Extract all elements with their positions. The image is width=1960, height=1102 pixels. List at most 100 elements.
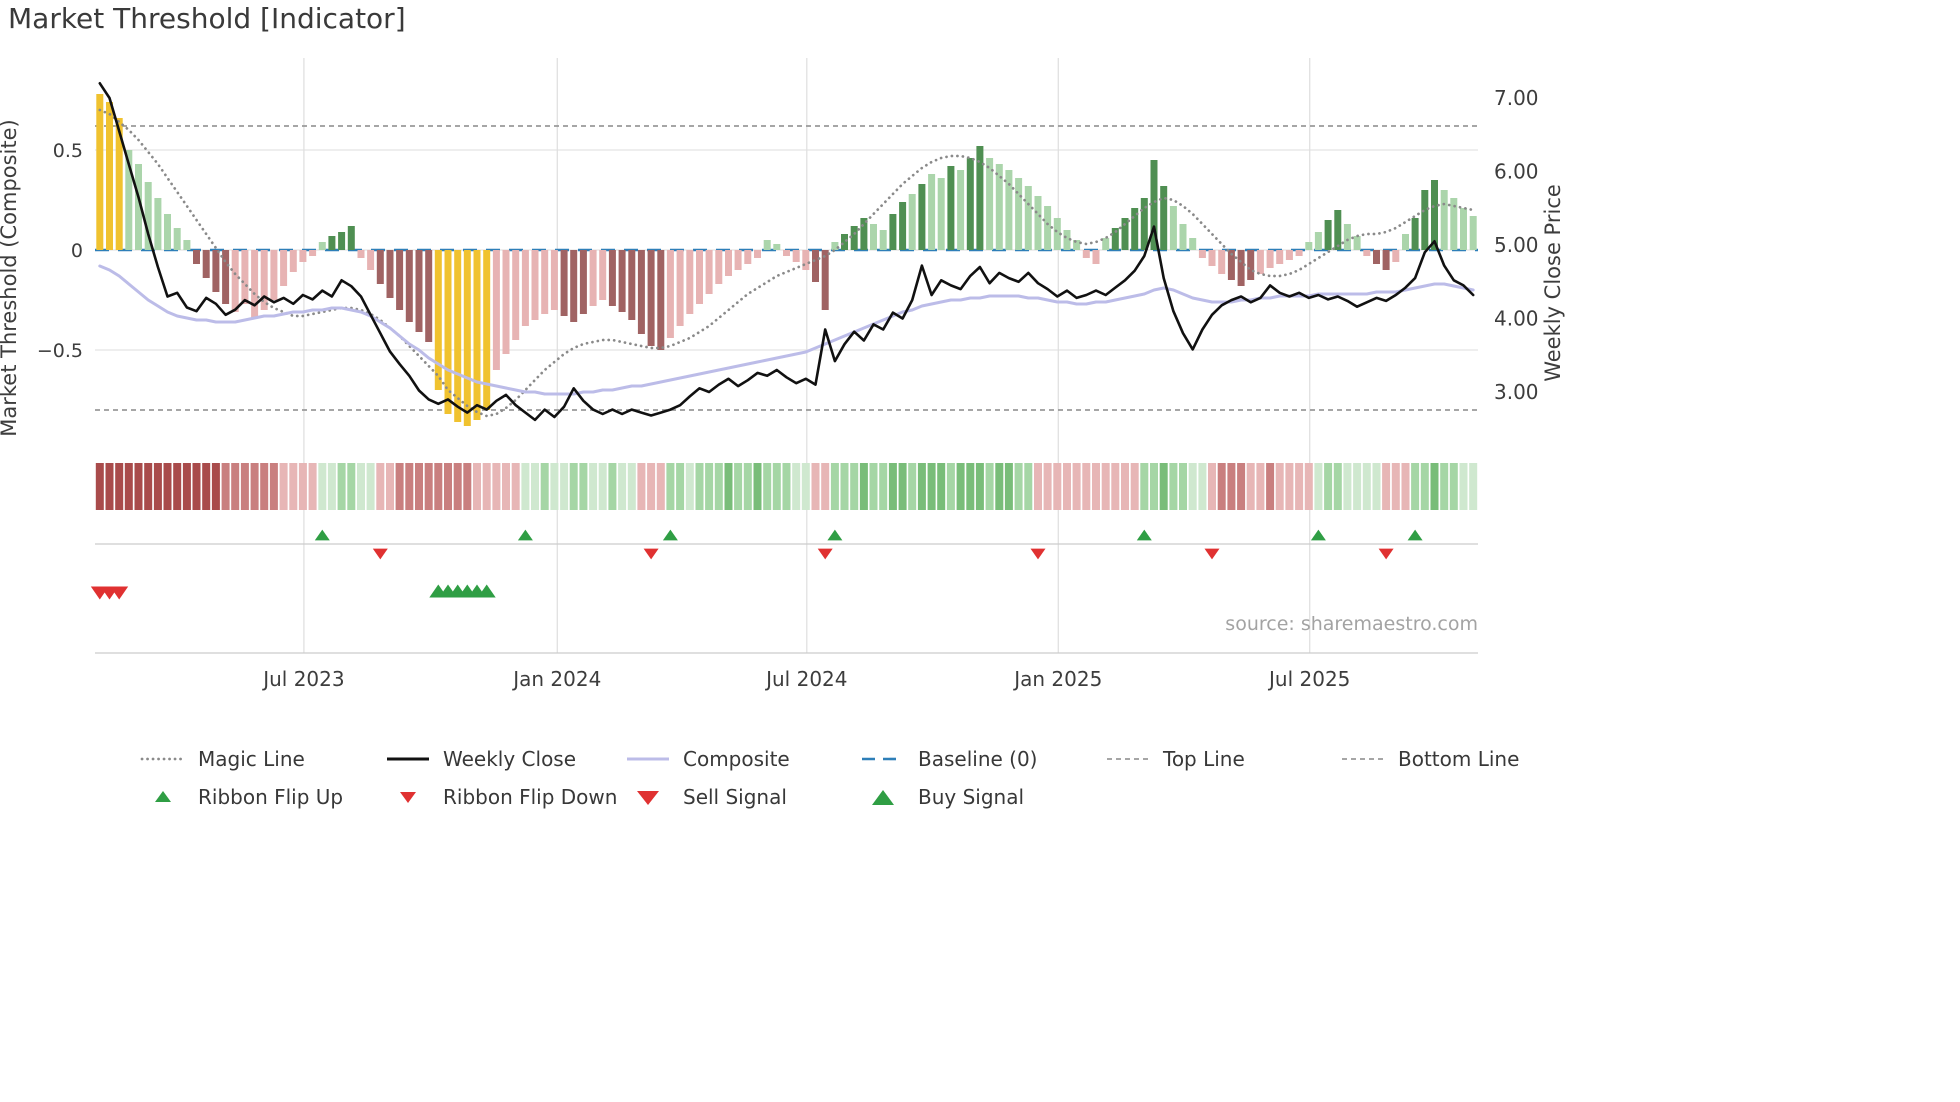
ribbon-cell (618, 463, 627, 510)
ribbon-cell (898, 463, 907, 510)
composite-bar (541, 250, 549, 314)
composite-bar (425, 250, 433, 342)
ribbon-cell (1014, 463, 1023, 510)
sell-signal-marker (110, 586, 129, 600)
buy-signal-triangle (872, 790, 894, 805)
legend-label-sell-signal: Sell Signal (683, 785, 787, 809)
composite-bar (783, 250, 790, 256)
ribbon-cell (1004, 463, 1013, 510)
ribbon-cell (1420, 463, 1429, 510)
composite-bar (637, 250, 645, 334)
ribbon-cell (1449, 463, 1458, 510)
ribbon-cell (1275, 463, 1284, 510)
composite-bar (396, 250, 404, 310)
ribbon-cell (308, 463, 317, 510)
legend-item-buy-signal: Buy Signal (860, 783, 1105, 811)
composite-bar (560, 250, 568, 316)
ribbon-cell (1111, 463, 1120, 510)
composite-line (98, 264, 1475, 396)
ribbon-flip-down-marker (372, 548, 388, 560)
ribbon-cell (1227, 463, 1236, 510)
ribbon-cell (1430, 463, 1439, 510)
legend-item-sell-signal: Sell Signal (625, 783, 860, 811)
ribbon-cell (995, 463, 1004, 510)
ribbon-flip-down-marker (1378, 548, 1394, 560)
composite-bar (473, 250, 481, 420)
composite-bar (966, 158, 974, 250)
legend-item-top-line: Top Line (1105, 745, 1340, 773)
ribbon-cell (753, 463, 762, 510)
composite-bar (744, 250, 752, 264)
composite-bar (251, 250, 259, 318)
ribbon-flip-up-marker (314, 529, 330, 541)
composite-bar (1285, 250, 1293, 260)
legend-label-ribbon-flip-up: Ribbon Flip Up (198, 785, 344, 809)
page-title: Market Threshold [Indicator] (8, 2, 406, 35)
ribbon-cell (1072, 463, 1081, 510)
weekly-close-sample-icon (387, 757, 429, 761)
ribbon-cell (1159, 463, 1168, 510)
ribbon-cell (415, 463, 423, 510)
composite-bar (1450, 198, 1458, 250)
ribbon-cell (298, 463, 307, 510)
composite-bar (676, 250, 684, 326)
composite-bar (367, 250, 375, 270)
composite-bar (821, 250, 829, 310)
composite-bar (831, 242, 839, 250)
ribbon-cell (279, 463, 288, 510)
ribbon-cell (685, 463, 694, 510)
composite-bar (1431, 180, 1438, 250)
ribbon-cell (1198, 463, 1207, 510)
composite-bar (1044, 206, 1052, 250)
composite-bar (1334, 210, 1342, 250)
ribbon-cell (163, 463, 172, 510)
ribbon-cell (801, 463, 810, 510)
ribbon-cell (763, 463, 772, 510)
x-axis-tick-label: Jan 2024 (511, 667, 601, 691)
ribbon-cell (463, 463, 472, 510)
composite-bar (773, 244, 781, 250)
ribbon-cell (937, 463, 946, 510)
ribbon-cell (211, 463, 220, 510)
composite-bar (1063, 230, 1071, 250)
legend-label-bottom-line: Bottom Line (1398, 747, 1520, 771)
magic-line (98, 108, 1475, 418)
ribbon-cell (144, 463, 153, 510)
ribbon-cell (1092, 463, 1100, 510)
baseline-sample-icon (862, 757, 904, 761)
ribbon-cell (105, 463, 114, 510)
ribbon-cell (1150, 463, 1158, 510)
ribbon-cell (473, 463, 481, 510)
ribbon-cell (376, 463, 385, 510)
ribbon-cell (231, 463, 240, 510)
composite-bar (115, 118, 123, 250)
composite-bar (434, 250, 442, 390)
left-axis-tick-label: −0.5 (37, 340, 83, 362)
composite-bar (125, 150, 133, 250)
composite-bar (299, 250, 307, 262)
ribbon-cell (956, 463, 965, 510)
ribbon-cell (859, 463, 868, 510)
magic-line-sample-icon (140, 757, 186, 761)
composite-bar (1256, 250, 1264, 274)
ribbon-cell (1246, 463, 1255, 510)
composite-bar (1121, 218, 1129, 250)
composite-bar (1131, 208, 1139, 250)
composite-bar (1111, 228, 1119, 250)
right-axis-tick-label: 5.00 (1494, 233, 1539, 257)
composite-bar (1092, 250, 1100, 264)
ribbon-cell (1362, 463, 1371, 510)
composite-bar (241, 250, 249, 304)
composite-bar (918, 184, 926, 250)
ribbon-flip-up-marker (1136, 529, 1152, 541)
ribbon-cell (647, 463, 656, 510)
composite-bar (1189, 238, 1197, 250)
composite-bar (1247, 250, 1255, 280)
ribbon-cell (1256, 463, 1265, 510)
legend-item-bottom-line: Bottom Line (1340, 745, 1570, 773)
composite-bar (1150, 160, 1158, 250)
ribbon-cell (1179, 463, 1187, 510)
legend-item-baseline: Baseline (0) (860, 745, 1105, 773)
composite-bar (463, 250, 471, 426)
composite-bar (1082, 250, 1090, 258)
